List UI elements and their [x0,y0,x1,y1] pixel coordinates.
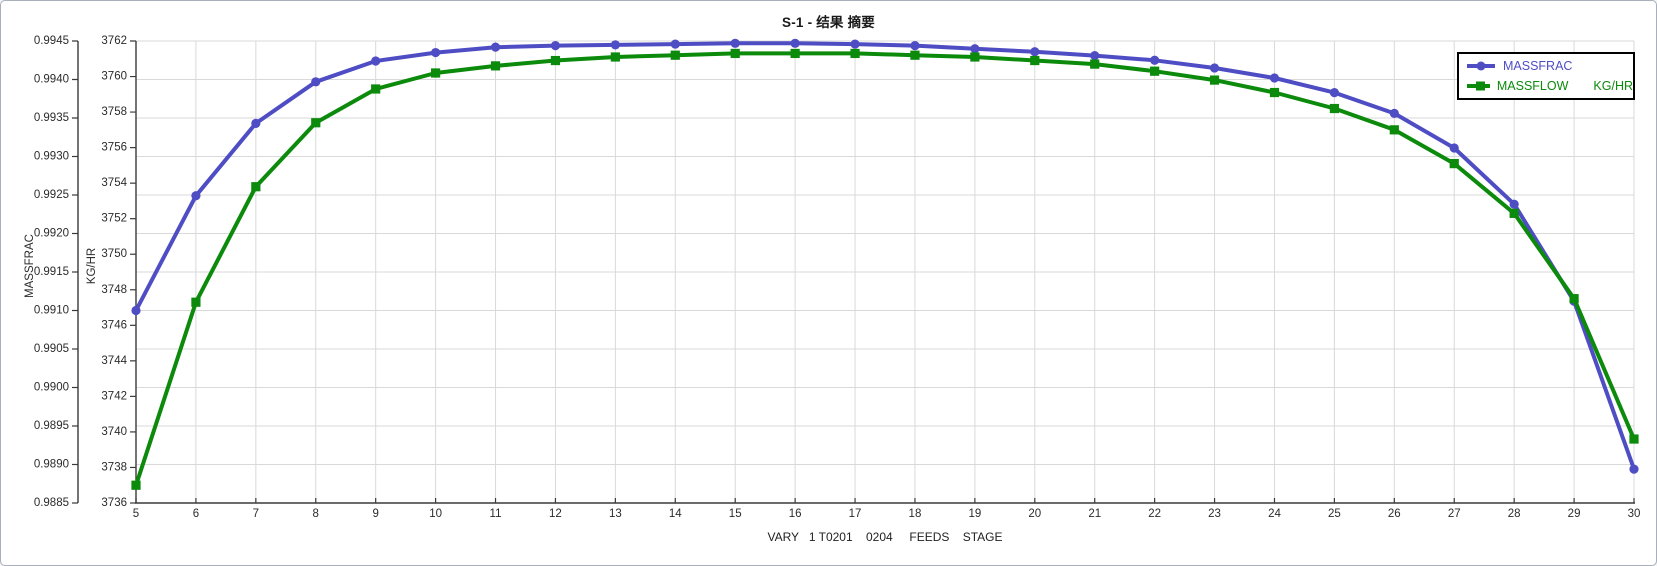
svg-text:0.9890: 0.9890 [34,459,69,471]
legend: MASSFRAC MASSFLOW KG/HR [1457,52,1635,100]
svg-text:12: 12 [549,508,562,520]
kghr-axis-title: KG/HR [86,247,98,285]
svg-text:0.9930: 0.9930 [34,151,69,163]
svg-text:3762: 3762 [101,35,127,47]
svg-text:23: 23 [1208,508,1221,520]
svg-text:7: 7 [253,508,259,520]
massfrac-axis-title: MASSFRAC [24,234,36,298]
svg-text:0.9945: 0.9945 [34,35,69,47]
svg-text:14: 14 [669,508,682,520]
svg-text:0.9905: 0.9905 [34,343,69,355]
svg-text:10: 10 [429,508,442,520]
svg-text:5: 5 [133,508,139,520]
chart-title: S-1 - 结果 摘要 [782,15,875,30]
svg-text:3738: 3738 [101,461,127,473]
svg-text:6: 6 [193,508,199,520]
svg-text:8: 8 [313,508,319,520]
svg-text:17: 17 [849,508,862,520]
svg-text:15: 15 [729,508,742,520]
svg-text:28: 28 [1508,508,1521,520]
svg-text:3736: 3736 [101,497,127,509]
legend-label-massflow: MASSFLOW [1496,78,1569,93]
svg-text:25: 25 [1328,508,1341,520]
legend-label-massfrac: MASSFRAC [1503,59,1573,74]
svg-text:0.9940: 0.9940 [34,74,69,86]
svg-text:20: 20 [1028,508,1041,520]
massfrac-line-marker-icon [1467,61,1495,71]
svg-text:11: 11 [490,508,502,520]
x-axis-title: VARY 1 T0201 0204 FEEDS STAGE [767,530,1003,544]
svg-text:3760: 3760 [101,71,127,83]
svg-text:19: 19 [968,508,981,520]
svg-text:9: 9 [372,508,378,520]
svg-text:0.9895: 0.9895 [34,420,69,432]
svg-text:0.9900: 0.9900 [34,382,69,394]
svg-text:3744: 3744 [101,355,127,367]
legend-item-massfrac: MASSFRAC [1466,59,1633,73]
svg-text:30: 30 [1628,508,1641,520]
svg-text:0.9925: 0.9925 [34,189,69,201]
svg-text:3748: 3748 [101,284,127,296]
svg-text:0.9885: 0.9885 [34,497,69,509]
svg-text:18: 18 [909,508,922,520]
svg-text:16: 16 [789,508,802,520]
svg-text:3740: 3740 [101,426,127,438]
svg-text:0.9920: 0.9920 [34,228,69,240]
svg-text:21: 21 [1088,508,1101,520]
svg-text:29: 29 [1568,508,1581,520]
legend-item-massflow: MASSFLOW KG/HR [1466,79,1633,93]
svg-text:24: 24 [1268,508,1281,520]
massflow-line-marker-icon [1467,81,1490,91]
svg-text:22: 22 [1148,508,1161,520]
legend-unit-massflow: KG/HR [1593,78,1633,93]
svg-text:3746: 3746 [101,319,127,331]
svg-text:3750: 3750 [101,248,127,260]
svg-text:3752: 3752 [101,213,127,225]
svg-text:3754: 3754 [101,177,127,189]
svg-text:0.9915: 0.9915 [34,266,69,278]
svg-text:0.9910: 0.9910 [34,305,69,317]
svg-text:26: 26 [1388,508,1401,520]
svg-text:3742: 3742 [101,390,127,402]
svg-text:3756: 3756 [101,142,127,154]
svg-text:0.9935: 0.9935 [34,112,69,124]
svg-text:13: 13 [609,508,622,520]
svg-text:27: 27 [1448,508,1461,520]
svg-text:3758: 3758 [101,106,127,118]
